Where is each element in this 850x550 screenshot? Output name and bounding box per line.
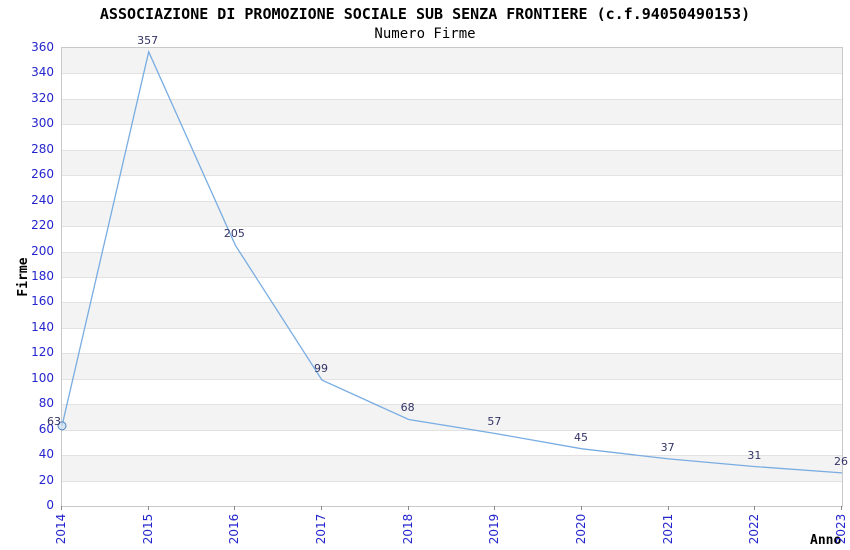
grid-band: [62, 149, 842, 176]
gridline: [62, 251, 842, 253]
x-tick-label: 2021: [660, 513, 675, 545]
x-tick-mark: [841, 506, 842, 510]
data-label: 357: [137, 33, 159, 47]
y-tick-label: 180: [31, 269, 54, 283]
gridline: [62, 302, 842, 304]
data-label: 31: [747, 448, 762, 462]
y-tick-label: 240: [31, 192, 54, 207]
grid-band: [62, 302, 842, 328]
x-tick-label: 2019: [487, 513, 502, 545]
x-tick-mark: [581, 506, 582, 510]
x-tick-label: 2014: [54, 513, 68, 545]
x-tick-mark: [234, 506, 236, 510]
y-tick-label: 60: [38, 421, 54, 436]
gridline: [62, 277, 842, 278]
y-tick-label: 300: [31, 116, 54, 131]
y-tick-label: 340: [31, 65, 54, 80]
line-series: [57, 49, 843, 474]
first-point-marker: [57, 421, 67, 431]
series-line: [61, 49, 843, 474]
y-tick-label: 80: [38, 396, 54, 411]
grid-band: [62, 200, 842, 227]
y-tick-label: 100: [31, 370, 54, 385]
x-tick-label: 2016: [227, 513, 242, 545]
x-tick-label: 2023: [834, 513, 848, 545]
x-tick-label: 2017: [314, 513, 328, 545]
y-tick-label: 280: [31, 141, 54, 156]
plot-area: [57, 47, 843, 507]
x-tick-label: 2022: [747, 513, 762, 545]
x-tick-mark: [754, 506, 756, 510]
gridline: [62, 480, 842, 482]
data-label: 26: [834, 454, 848, 468]
y-tick-label: 0: [46, 498, 54, 512]
y-tick-label: 160: [31, 294, 54, 309]
y-tick-label: 20: [38, 472, 54, 487]
x-tick-mark: [61, 506, 62, 510]
x-tick-label: 2015: [140, 513, 155, 545]
gridline: [62, 149, 842, 151]
x-tick-mark: [321, 506, 322, 510]
x-tick-mark: [407, 506, 409, 510]
grid-band: [62, 48, 842, 74]
y-tick-label: 40: [38, 447, 54, 462]
gridline: [62, 353, 842, 355]
gridline: [62, 73, 842, 75]
gridline: [62, 404, 842, 406]
gridline: [62, 200, 842, 202]
grid-band: [62, 404, 842, 430]
y-tick-label: 260: [31, 167, 54, 182]
grid-band: [62, 98, 842, 125]
grid-band: [62, 251, 842, 277]
grid-band: [62, 455, 842, 481]
x-axis-label: Anno: [810, 533, 842, 548]
gridline: [62, 327, 842, 329]
gridline: [62, 175, 842, 177]
y-tick-label: 140: [31, 319, 54, 334]
x-tick-mark: [494, 506, 496, 510]
data-label: 63: [47, 414, 61, 428]
gridline: [62, 455, 842, 457]
x-tick-label: 2018: [400, 513, 415, 545]
chart-title: ASSOCIAZIONE DI PROMOZIONE SOCIALE SUB S…: [99, 5, 751, 23]
chart-subtitle: Numero Firme: [374, 26, 476, 42]
data-label: 99: [314, 362, 328, 376]
data-label: 45: [574, 430, 588, 444]
x-tick-mark: [147, 506, 149, 510]
grid-band: [62, 353, 842, 379]
y-tick-label: 320: [31, 90, 54, 105]
y-tick-label: 200: [31, 243, 54, 258]
y-tick-label: 220: [31, 218, 54, 233]
gridline: [62, 98, 842, 100]
data-label: 37: [660, 440, 675, 454]
data-label: 68: [400, 401, 415, 415]
gridline: [62, 124, 842, 126]
data-label: 205: [223, 227, 245, 241]
data-label: 57: [487, 415, 502, 429]
gridline: [62, 429, 842, 431]
y-tick-label: 120: [31, 345, 54, 360]
gridline: [62, 378, 842, 380]
x-tick-label: 2020: [574, 513, 588, 545]
gridline: [62, 226, 842, 228]
y-tick-label: 360: [31, 40, 54, 54]
x-tick-mark: [667, 506, 669, 510]
